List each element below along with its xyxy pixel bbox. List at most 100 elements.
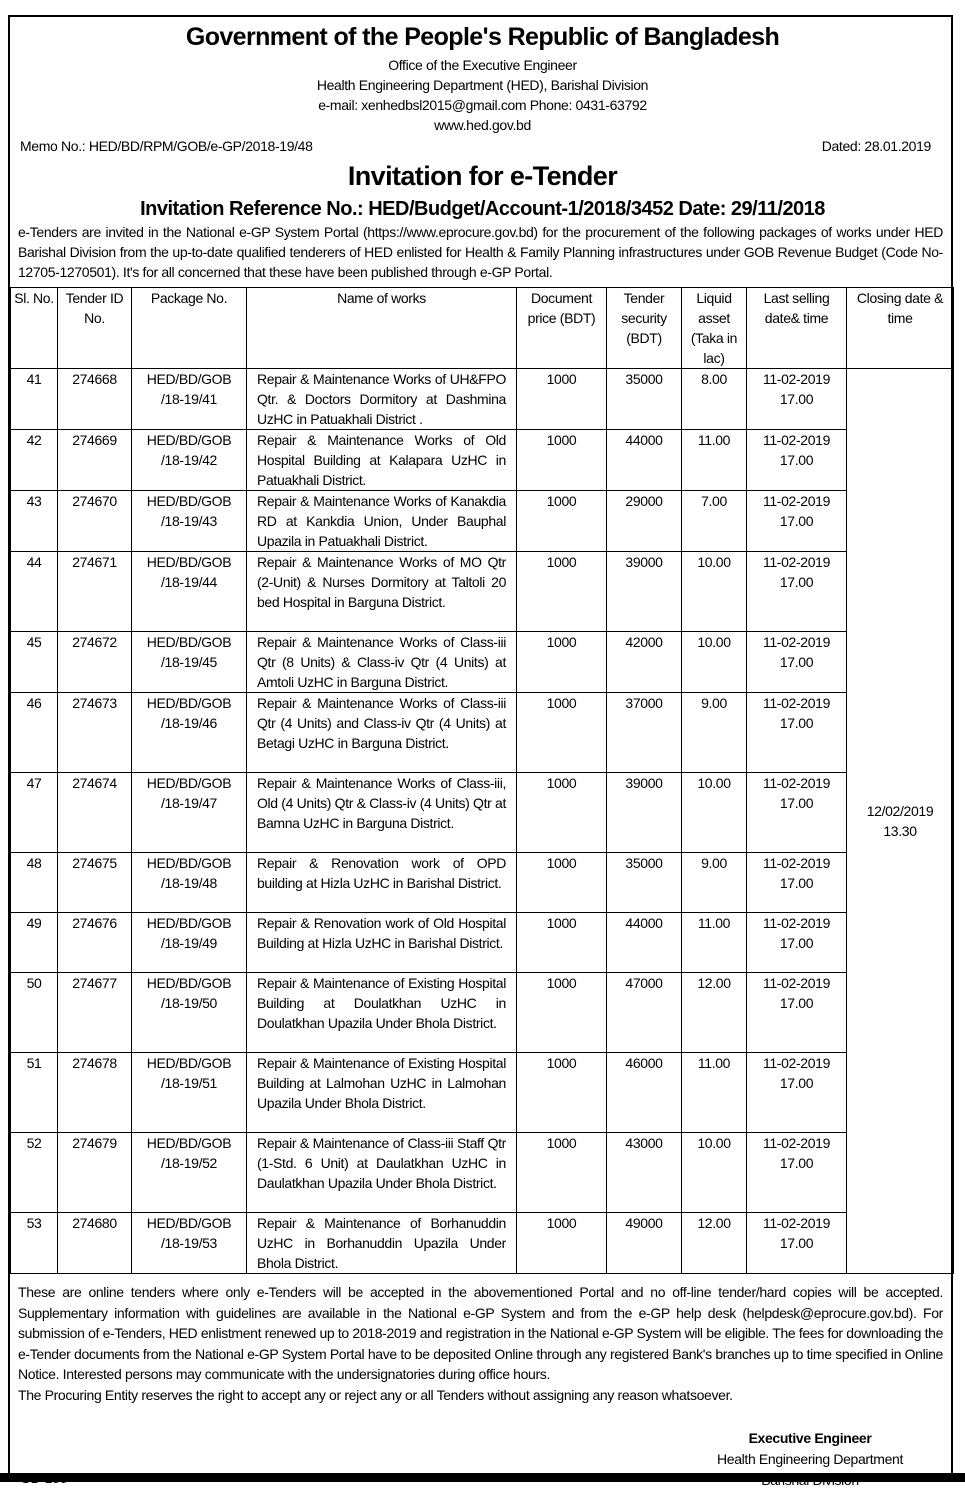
bottom-edge (0, 1473, 965, 1482)
cell-tender-id: 274672 (57, 631, 132, 693)
cell-name-of-works: Repair & Maintenance Works of UH&FPO Qtr… (246, 368, 517, 430)
cell-package: HED/BD/GOB/18-19/51 (131, 1052, 247, 1133)
table-header-row: Sl. No. Tender ID No. Package No. Name of w… (10, 287, 954, 369)
table-row: 41 274668 HED/BD/GOB/18-19/41 Repair & Main… (10, 368, 954, 1274)
column-header-liquid-asset: Liquid asset (Taka in lac) (681, 287, 747, 369)
cell-last-selling: 11-02-2019 17.00 (746, 551, 847, 632)
cell-document-price: 1000 (516, 368, 607, 430)
cell-sl: 45 (10, 631, 58, 693)
cell-tender-id: 274671 (57, 551, 132, 632)
cell-last-selling: 11-02-2019 17.00 (746, 1052, 847, 1133)
table-row: 51 274678 HED/BD/GOB/18-19/51 Repair & Main… (10, 1052, 954, 1133)
government-heading: Government of the People's Republic of B… (185, 23, 780, 51)
cell-last-selling: 11-02-2019 17.00 (746, 852, 847, 913)
cell-name-of-works: Repair & Maintenance of Borhanuddin UzHC… (246, 1212, 517, 1274)
cell-name-of-works: Repair & Maintenance of Class-iii Staff … (246, 1132, 517, 1213)
cell-document-price: 1000 (516, 1132, 607, 1213)
table-row: 49 274676 HED/BD/GOB/18-19/49 Repair & Reno… (10, 912, 954, 973)
cell-name-of-works: Repair & Renovation work of Old Hospital… (246, 912, 517, 973)
cell-package: HED/BD/GOB/18-19/52 (131, 1132, 247, 1213)
cell-tender-security: 43000 (606, 1132, 682, 1213)
cell-tender-security: 29000 (606, 490, 682, 552)
cell-last-selling: 11-02-2019 17.00 (746, 1132, 847, 1213)
department-name: Health Engineering Department (HED), Bar… (316, 77, 649, 93)
cell-document-price: 1000 (516, 852, 607, 913)
reservation-notice: The Procuring Entity reserves the right … (18, 1386, 733, 1403)
tender-table: Sl. No. Tender ID No. Package No. Name of w… (10, 287, 954, 1274)
cell-document-price: 1000 (516, 972, 607, 1053)
table-row: 50 274677 HED/BD/GOB/18-19/50 Repair & Main… (10, 972, 954, 1053)
cell-name-of-works: Repair & Renovation work of OPD building… (246, 852, 517, 913)
signatory-title: Executive Engineer (748, 1430, 872, 1446)
table-row: 45 274672 HED/BD/GOB/18-19/45 Repair & Main… (10, 631, 954, 693)
column-header-tender-id: Tender ID No. (57, 287, 132, 369)
cell-package: HED/BD/GOB/18-19/42 (131, 429, 247, 491)
table-row: 52 274679 HED/BD/GOB/18-19/52 Repair & Main… (10, 1132, 954, 1213)
cell-name-of-works: Repair & Maintenance Works of Class-iii … (246, 692, 517, 773)
cell-tender-security: 37000 (606, 692, 682, 773)
column-header-name-of-works: Name of works (246, 287, 517, 369)
document-title: Invitation for e-Tender (347, 161, 618, 191)
cell-tender-security: 49000 (606, 1212, 682, 1274)
cell-liquid-asset: 10.00 (681, 551, 747, 632)
cell-tender-security: 39000 (606, 551, 682, 632)
column-header-sl: Sl. No. (10, 287, 58, 369)
intro-paragraph: e-Tenders are invited in the National e-… (18, 224, 943, 280)
column-header-document-price: Document price (BDT) (516, 287, 607, 369)
cell-name-of-works: Repair & Maintenance of Existing Hospita… (246, 1052, 517, 1133)
cell-tender-id: 274674 (57, 772, 132, 853)
cell-name-of-works: Repair & Maintenance Works of Old Hospit… (246, 429, 517, 491)
cell-document-price: 1000 (516, 692, 607, 773)
column-header-closing: Closing date & time (846, 287, 954, 369)
document-frame: Government of the People's Republic of B… (8, 15, 954, 1488)
cell-document-price: 1000 (516, 631, 607, 693)
table-row: 47 274674 HED/BD/GOB/18-19/47 Repair & Main… (10, 772, 954, 853)
cell-last-selling: 11-02-2019 17.00 (746, 772, 847, 853)
cell-sl: 47 (10, 772, 58, 853)
cell-document-price: 1000 (516, 912, 607, 973)
memo-date: Dated: 28.01.2019 (821, 138, 932, 154)
memo-number: Memo No.: HED/BD/RPM/GOB/e-GP/2018-19/48 (20, 138, 313, 154)
cell-tender-id: 274675 (57, 852, 132, 913)
column-header-last-selling: Last selling date& time (746, 287, 847, 369)
cell-document-price: 1000 (516, 1212, 607, 1274)
column-header-tender-security: Tender security (BDT) (606, 287, 682, 369)
cell-package: HED/BD/GOB/18-19/43 (131, 490, 247, 552)
cell-liquid-asset: 12.00 (681, 1212, 747, 1274)
cell-last-selling: 11-02-2019 17.00 (746, 631, 847, 693)
cell-tender-id: 274676 (57, 912, 132, 973)
cell-sl: 50 (10, 972, 58, 1053)
table-row: 44 274671 HED/BD/GOB/18-19/44 Repair & Main… (10, 551, 954, 632)
cell-tender-security: 35000 (606, 368, 682, 430)
cell-package: HED/BD/GOB/18-19/53 (131, 1212, 247, 1274)
cell-sl: 52 (10, 1132, 58, 1213)
cell-closing-date: 12/02/2019 13.30 (846, 368, 954, 1274)
reference-line: Invitation Reference No.: HED/Budget/Acc… (140, 198, 825, 220)
cell-liquid-asset: 10.00 (681, 1132, 747, 1213)
cell-tender-id: 274677 (57, 972, 132, 1053)
cell-last-selling: 11-02-2019 17.00 (746, 692, 847, 773)
cell-last-selling: 11-02-2019 17.00 (746, 972, 847, 1053)
cell-name-of-works: Repair & Maintenance Works of Kanakdia R… (246, 490, 517, 552)
cell-name-of-works: Repair & Maintenance of Existing Hospita… (246, 972, 517, 1053)
cell-name-of-works: Repair & Maintenance Works of MO Qtr (2-… (246, 551, 517, 632)
cell-liquid-asset: 8.00 (681, 368, 747, 430)
cell-document-price: 1000 (516, 429, 607, 491)
table-row: 53 274680 HED/BD/GOB/18-19/53 Repair & Main… (10, 1212, 954, 1274)
cell-sl: 46 (10, 692, 58, 773)
cell-last-selling: 11-02-2019 17.00 (746, 429, 847, 491)
cell-package: HED/BD/GOB/18-19/41 (131, 368, 247, 430)
cell-liquid-asset: 11.00 (681, 1052, 747, 1133)
table-row: 48 274675 HED/BD/GOB/18-19/48 Repair & Reno… (10, 852, 954, 913)
table-row: 43 274670 HED/BD/GOB/18-19/43 Repair & Main… (10, 490, 954, 552)
cell-document-price: 1000 (516, 551, 607, 632)
office-name: Office of the Executive Engineer (388, 57, 577, 73)
table-row: 46 274673 HED/BD/GOB/18-19/46 Repair & Main… (10, 692, 954, 773)
cell-last-selling: 11-02-2019 17.00 (746, 912, 847, 973)
cell-tender-id: 274668 (57, 368, 132, 430)
cell-sl: 42 (10, 429, 58, 491)
cell-last-selling: 11-02-2019 17.00 (746, 490, 847, 552)
signatory-department: Health Engineering Department (717, 1451, 903, 1467)
cell-tender-security: 44000 (606, 429, 682, 491)
cell-liquid-asset: 11.00 (681, 429, 747, 491)
